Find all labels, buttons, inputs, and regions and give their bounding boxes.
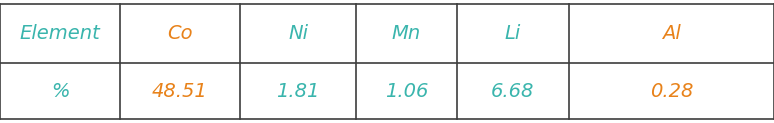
Text: 1.81: 1.81 bbox=[276, 82, 320, 100]
Text: 1.06: 1.06 bbox=[385, 82, 428, 100]
Text: Mn: Mn bbox=[392, 24, 421, 43]
Text: 48.51: 48.51 bbox=[152, 82, 208, 100]
Text: 6.68: 6.68 bbox=[491, 82, 535, 100]
Text: 0.28: 0.28 bbox=[649, 82, 694, 100]
Text: Element: Element bbox=[19, 24, 101, 43]
Text: Co: Co bbox=[167, 24, 193, 43]
Text: Li: Li bbox=[505, 24, 521, 43]
Text: Ni: Ni bbox=[288, 24, 308, 43]
Text: %: % bbox=[51, 82, 69, 100]
Text: Al: Al bbox=[662, 24, 681, 43]
